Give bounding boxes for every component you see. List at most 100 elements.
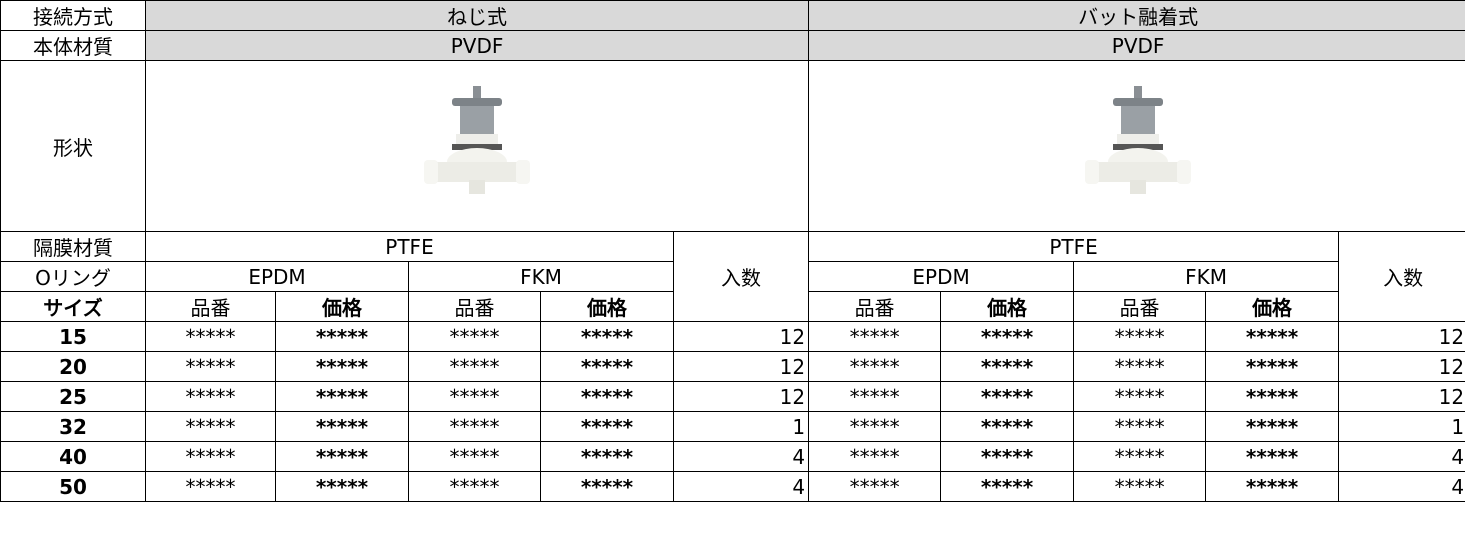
column-header: 品番 [1073,291,1207,322]
price: ***** [275,381,409,412]
quantity: 4 [1338,471,1465,502]
quantity: 4 [1338,441,1465,472]
oring: FKM [1073,261,1340,292]
row-label: 隔膜材質 [0,231,146,262]
column-header: 価格 [940,291,1075,322]
part-number: ***** [408,441,541,472]
diaphragm: PTFE [808,231,1340,262]
valve-part [1134,85,1143,100]
data-row: 20 ***** ***** ***** ***** 12 ***** ***** ***** *… [0,351,1465,382]
valve-part [1130,179,1147,194]
price: ***** [1205,381,1340,412]
row-label: Oリング [0,261,146,292]
part-number: ***** [808,411,942,442]
connection: バット融着式 [808,0,1465,31]
part-number: ***** [408,351,541,382]
price: ***** [540,351,674,382]
header-row: 接続方式 ねじ式 バット融着式 [0,0,1465,31]
price: ***** [275,321,409,352]
part-number: ***** [1073,441,1207,472]
price: ***** [275,411,409,442]
part-number: ***** [145,441,276,472]
part-number: ***** [1073,411,1207,442]
row-label: 形状 [0,60,146,232]
part-number: ***** [808,321,942,352]
valve-part [1117,133,1160,146]
valve-part [1177,159,1192,184]
part-number: ***** [1073,471,1207,502]
row-label: サイズ [0,291,146,322]
part-number: ***** [1073,351,1207,382]
connection: ねじ式 [144,0,810,31]
spec-table: 接続方式 ねじ式 バット融着式 本体材質 PVDF PVDF 形状 隔膜材質 PTFE 入数 PT… [0,0,1465,502]
price: ***** [1205,441,1340,472]
price: ***** [1205,471,1340,502]
price: ***** [1205,411,1340,442]
part-number: ***** [145,471,276,502]
price: ***** [275,471,409,502]
part-number: ***** [808,441,942,472]
shape-row: 形状 [0,60,1465,232]
valve-part [1091,161,1186,182]
part-number: ***** [808,471,942,502]
quantity: 4 [672,441,810,472]
valve-image [1085,85,1192,194]
part-number: ***** [408,471,541,502]
part-number: ***** [1073,321,1207,352]
valve-part [1113,143,1164,150]
valve-part [469,179,486,194]
column-header: 品番 [808,291,942,322]
quantity: 12 [672,351,810,382]
part-number: ***** [145,351,276,382]
valve-part [430,161,525,182]
oring: EPDM [808,261,1075,292]
valve-part [516,159,531,184]
size: 15 [0,321,146,352]
column-header-row: サイズ 品番 価格 品番 価格 品番 価格 品番 価格 [0,291,1465,322]
size: 50 [0,471,146,502]
price: ***** [1205,351,1340,382]
price: ***** [1205,321,1340,352]
price: ***** [540,471,674,502]
part-number: ***** [408,411,541,442]
quantity: 12 [672,381,810,412]
data-row: 32 ***** ***** ***** ***** 1 ***** ***** ***** **… [0,411,1465,442]
valve-part [452,143,503,150]
part-number: ***** [808,381,942,412]
quantity: 12 [1338,381,1465,412]
valve-part [473,85,482,100]
part-number: ***** [145,321,276,352]
data-row: 40 ***** ***** ***** ***** 4 ***** ***** ***** **… [0,441,1465,472]
column-header: 価格 [1205,291,1340,322]
valve-part [456,133,499,146]
valve-part [460,105,495,136]
price: ***** [940,471,1075,502]
oring: EPDM [145,261,409,292]
price: ***** [940,351,1075,382]
price: ***** [540,321,674,352]
valve-part [1085,159,1100,184]
size: 32 [0,411,146,442]
data-row: 25 ***** ***** ***** ***** 12 ***** ***** ***** *… [0,381,1465,412]
table-body: 接続方式 ねじ式 バット融着式 本体材質 PVDF PVDF 形状 隔膜材質 PTFE 入数 PT… [0,0,1465,502]
quantity: 1 [672,411,810,442]
part-number: ***** [1073,381,1207,412]
quantity-header: 入数 [1338,231,1465,322]
quantity: 12 [1338,321,1465,352]
diaphragm: PTFE [145,231,674,262]
body-material: PVDF [144,30,810,61]
size: 25 [0,381,146,412]
shape-image-cell [808,60,1465,232]
valve-part [452,97,503,106]
part-number: ***** [145,411,276,442]
price: ***** [940,441,1075,472]
valve-part [1113,97,1164,106]
shape-image-cell [144,60,810,232]
row-label: 接続方式 [0,0,146,31]
column-header: 品番 [145,291,276,322]
body-material: PVDF [808,30,1465,61]
part-number: ***** [145,381,276,412]
data-row: 15 ***** ***** ***** ***** 12 ***** ***** ***** *… [0,321,1465,352]
column-header: 価格 [540,291,674,322]
